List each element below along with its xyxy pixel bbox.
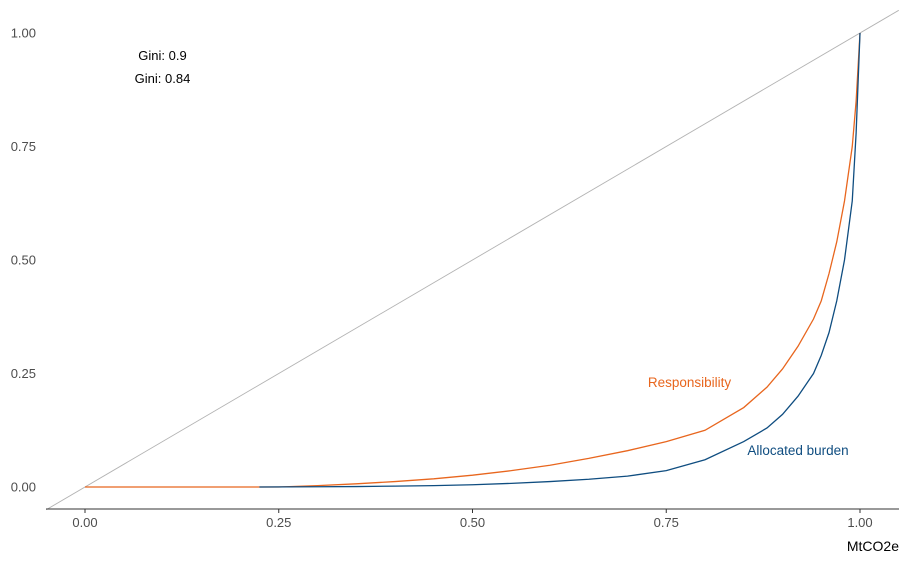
series-labels: Responsibility Allocated burden: [648, 375, 849, 458]
series-layer: [85, 32, 861, 488]
y-tick-label: 0.50: [11, 253, 36, 268]
x-tick-label: 0.50: [460, 515, 485, 530]
y-tick-label: 0.25: [11, 366, 36, 381]
x-axis-ticks: 0.00 0.25 0.50 0.75 1.00: [72, 509, 873, 530]
x-axis-title: MtCO2e: [847, 538, 899, 554]
y-axis-ticks: 0.00 0.25 0.50 0.75 1.00: [11, 26, 36, 495]
equality-line: [46, 9, 899, 511]
x-tick-label: 0.25: [266, 515, 291, 530]
x-tick-label: 0.00: [72, 515, 97, 530]
y-tick-label: 1.00: [11, 26, 36, 41]
series-label: Allocated burden: [747, 443, 848, 458]
x-tick-label: 0.75: [654, 515, 679, 530]
reference-layer: [46, 9, 899, 511]
annotations: Gini: 0.9 Gini: 0.84: [135, 48, 191, 86]
y-tick-label: 0.00: [11, 480, 36, 495]
series-line-allocated-burden: [259, 32, 861, 488]
series-label: Responsibility: [648, 375, 732, 390]
gini-annotation: Gini: 0.84: [135, 71, 191, 86]
x-tick-label: 1.00: [847, 515, 872, 530]
gini-annotation: Gini: 0.9: [138, 48, 186, 63]
series-line-responsibility: [85, 32, 861, 488]
y-tick-label: 0.75: [11, 139, 36, 154]
